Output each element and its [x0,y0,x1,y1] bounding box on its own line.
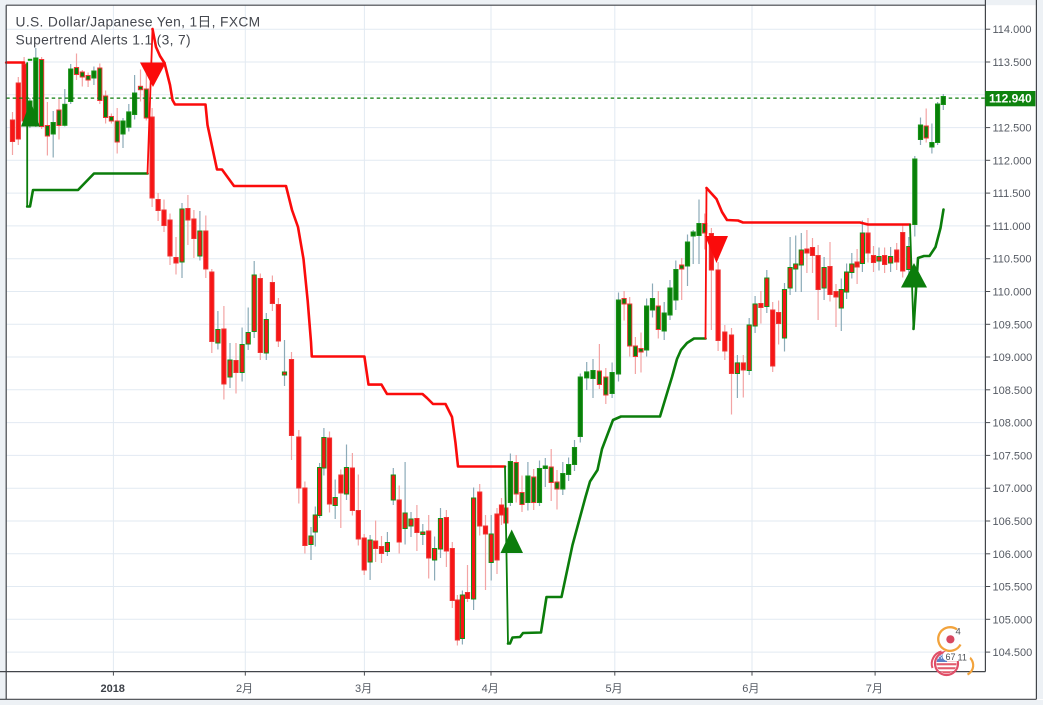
svg-text:108.500: 108.500 [993,385,1033,397]
svg-text:3月: 3月 [355,683,372,695]
svg-text:104.500: 104.500 [993,647,1033,659]
svg-text:106.000: 106.000 [993,549,1033,561]
svg-text:113.500: 113.500 [993,57,1032,69]
svg-text:Supertrend Alerts 1.1 (3, 7): Supertrend Alerts 1.1 (3, 7) [16,33,191,48]
svg-text:105.500: 105.500 [993,582,1033,594]
svg-text:67: 67 [946,652,956,662]
svg-text:106.500: 106.500 [993,516,1033,528]
svg-text:112.500: 112.500 [993,123,1032,135]
svg-text:5月: 5月 [605,683,622,695]
svg-text:107.500: 107.500 [993,450,1033,462]
svg-text:4月: 4月 [482,683,499,695]
svg-text:111.500: 111.500 [993,188,1031,200]
svg-text:4: 4 [956,627,961,638]
svg-text:2018: 2018 [100,683,124,695]
svg-text:2月: 2月 [236,683,253,695]
svg-text:108.000: 108.000 [993,418,1033,430]
svg-text:109.000: 109.000 [993,352,1033,364]
svg-text:110.000: 110.000 [993,287,1032,299]
svg-text:107.000: 107.000 [993,483,1033,495]
svg-text:105.000: 105.000 [993,614,1033,626]
svg-text:110.500: 110.500 [993,254,1032,266]
svg-text:109.500: 109.500 [993,319,1033,331]
svg-text:112.000: 112.000 [993,155,1032,167]
svg-text:6月: 6月 [742,683,759,695]
svg-text:U.S. Dollar/Japanese Yen, 1日,: U.S. Dollar/Japanese Yen, 1日, FXCM [16,15,261,30]
svg-text:114.000: 114.000 [993,24,1032,36]
svg-text:11: 11 [958,652,967,662]
svg-text:111.000: 111.000 [993,221,1031,233]
svg-text:112.940: 112.940 [989,92,1032,106]
svg-text:7月: 7月 [866,683,883,695]
